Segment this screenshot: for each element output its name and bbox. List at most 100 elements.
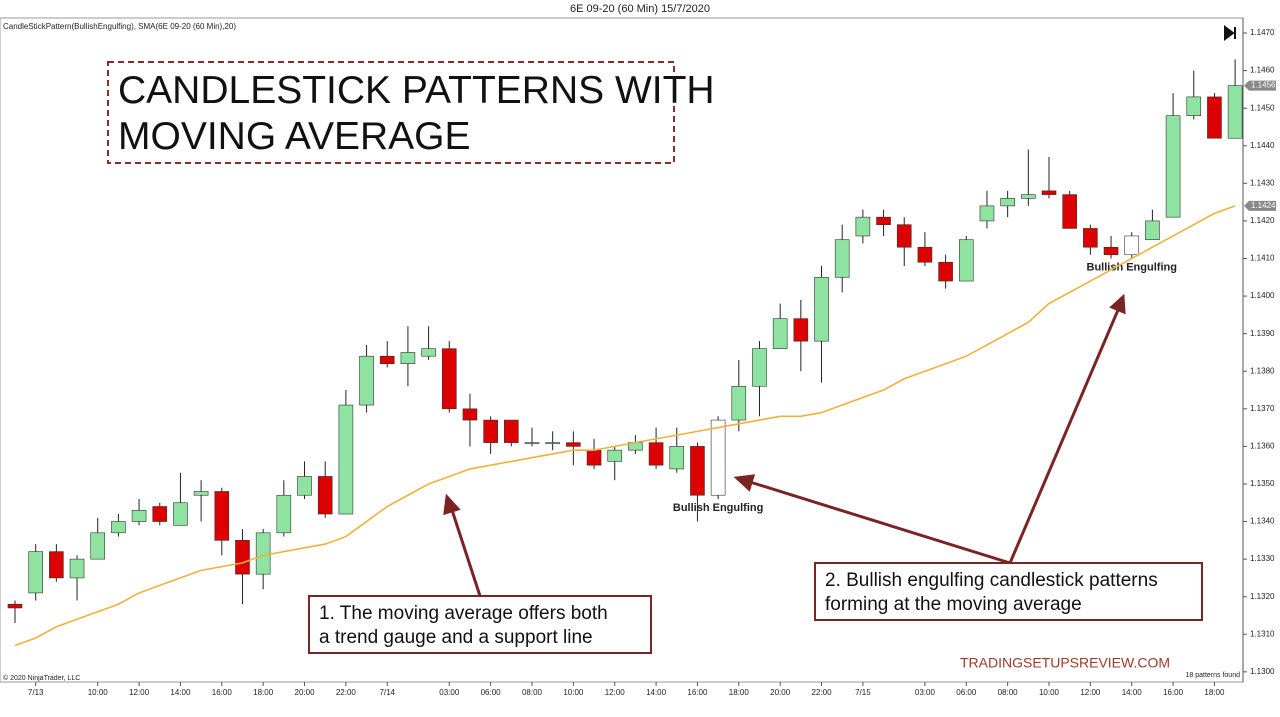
candle-body [1124,235,1140,256]
candle-body [669,446,685,470]
candle-body [69,558,85,579]
candle-body [752,348,767,387]
candle-body [938,261,953,282]
x-tick-label: 10:00 [563,688,584,697]
candle-body [131,509,147,522]
x-tick-label: 08:00 [522,688,543,697]
y-tick-label: 1.1440 [1250,141,1275,150]
y-tick-label: 1.1460 [1250,66,1275,75]
chart-title: 6E 09-20 (60 Min) 15/7/2020 [570,3,710,15]
candle-body [214,491,230,541]
price-tag-bg [1244,200,1276,211]
heading-line: CANDLESTICK PATTERNS WITH [118,69,715,112]
sma-line [14,205,1236,647]
candle-body [710,419,726,496]
y-tick-label: 1.1320 [1250,592,1275,601]
scroll-end-icon[interactable] [1224,25,1236,41]
x-tick-label: 06:00 [956,688,977,697]
x-tick-label: 14:00 [646,688,667,697]
candle-body [338,404,354,515]
candle-body [1083,228,1098,248]
candle-body [648,442,664,466]
y-tick-label: 1.1410 [1250,254,1275,263]
candle-body [1021,194,1036,199]
heading-box [107,61,675,164]
x-tick-label: 18:00 [1204,688,1225,697]
candle-body [607,449,623,462]
candle-body [90,532,106,560]
x-tick-label: 10:00 [88,688,109,697]
candle-body [7,603,23,609]
price-tag-bg [1244,80,1276,91]
candle-body [545,442,560,444]
candle-body [917,246,933,263]
candle-body [1000,198,1015,207]
candle-body [834,239,850,278]
y-tick-label: 1.1470 [1250,28,1275,37]
candle-body [979,205,995,222]
arrows [443,293,1126,597]
candle-body [793,318,809,342]
candle-body [1227,85,1243,139]
candle-body [1186,96,1202,117]
x-tick-label: 12:00 [129,688,150,697]
candle-body [1145,220,1160,241]
candle-body [1062,194,1077,229]
y-tick-label: 1.1360 [1250,441,1275,450]
candle-body [1041,190,1057,195]
annotation-line: forming at the moving average [825,594,1082,615]
candle-body [566,442,581,447]
candle-body [814,276,829,342]
candle-body [896,224,912,248]
copyright: © 2020 NinjaTrader, LLC [3,674,80,682]
x-tick-label: 14:00 [170,688,191,697]
candle-body [876,216,891,225]
x-tick-label: 06:00 [481,688,502,697]
candle-body [855,216,871,237]
x-tick-label: 18:00 [253,688,274,697]
candle-body [276,494,292,534]
candle-body [193,491,209,496]
candle-body [255,532,271,575]
y-tick-label: 1.1310 [1250,629,1275,638]
y-tick-label: 1.1340 [1250,517,1275,526]
candle-body [504,419,519,443]
y-tick-label: 1.1380 [1250,366,1275,375]
x-tick-label: 14:00 [1122,688,1143,697]
candle-body [152,506,168,522]
y-tick-label: 1.1450 [1250,103,1275,112]
x-tick-label: 22:00 [336,688,357,697]
candle-body [1103,246,1119,256]
x-tick-label: 18:00 [729,688,750,697]
candle-body [111,521,126,534]
annotation-box [308,595,652,654]
candle-body [462,408,478,421]
candle-body [235,540,250,575]
x-tick-label: 20:00 [770,688,791,697]
x-tick-label: 03:00 [915,688,936,697]
y-tick-label: 1.1300 [1250,667,1275,676]
x-tick-label: 16:00 [1163,688,1184,697]
candle-body [421,348,436,357]
x-tick-label: 16:00 [687,688,708,697]
annotation-box [814,562,1203,621]
x-tick-label: 20:00 [295,688,316,697]
x-tick-label: 22:00 [812,688,833,697]
candle-body [359,355,374,406]
x-tick-label: 7/15 [855,688,871,697]
x-tick-label: 08:00 [998,688,1019,697]
candle-body [400,352,416,365]
candle-body [524,442,540,444]
x-tick-label: 03:00 [439,688,460,697]
candle-body [1165,115,1181,218]
candle-body [173,502,188,526]
candle-body [49,551,64,579]
y-tick-label: 1.1370 [1250,404,1275,413]
annotation-line: 1. The moving average offers both [319,603,608,624]
candle-body [297,476,312,496]
candle-body [731,385,747,421]
candle-body [1207,96,1222,139]
candle-body [772,318,788,349]
candle-body [690,446,705,496]
